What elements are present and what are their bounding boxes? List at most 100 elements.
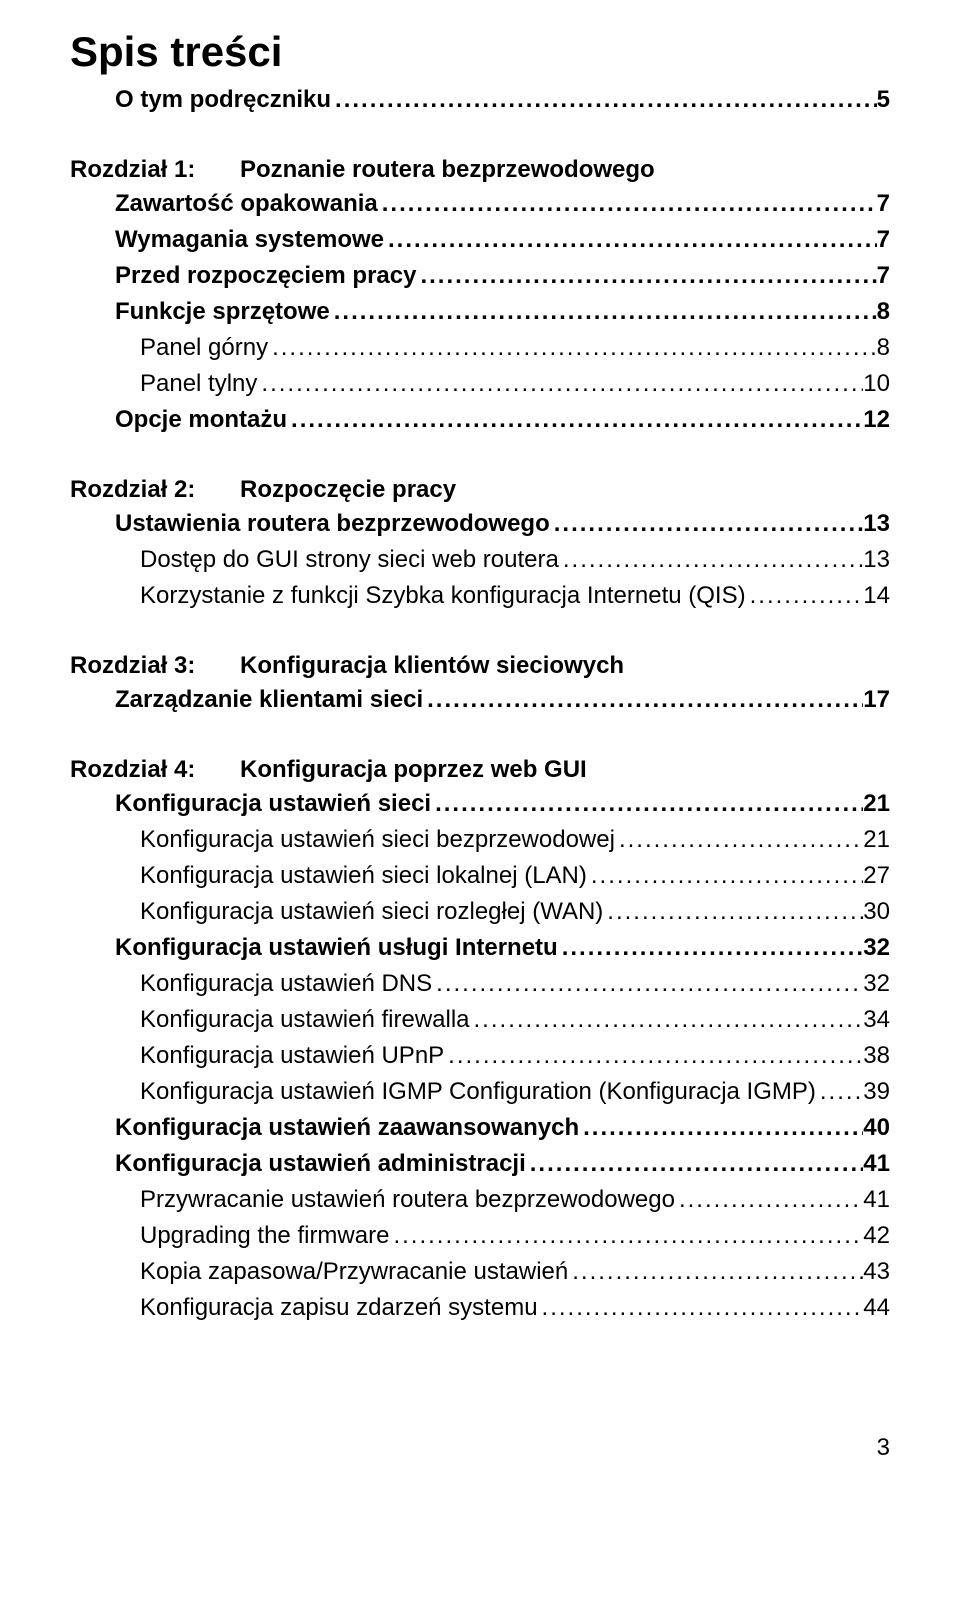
toc-entry: Konfiguracja zapisu zdarzeń systemu 44 bbox=[70, 1290, 890, 1326]
toc-entry: Zawartość opakowania 7 bbox=[70, 186, 890, 222]
toc-entry: Funkcje sprzętowe 8 bbox=[70, 294, 890, 330]
toc-entry-label: Konfiguracja ustawień sieci bezprzewodow… bbox=[140, 822, 615, 858]
leader-dots bbox=[587, 858, 863, 894]
leader-dots bbox=[257, 366, 863, 402]
toc-chapter-title: Poznanie routera bezprzewodowego bbox=[240, 156, 655, 184]
toc-entry: Wymagania systemowe 7 bbox=[70, 222, 890, 258]
leader-dots bbox=[579, 1110, 863, 1146]
toc-entry-page: 21 bbox=[863, 822, 890, 858]
toc-entry: Konfiguracja ustawień sieci rozległej (W… bbox=[70, 894, 890, 930]
toc-entry: Dostęp do GUI strony sieci web routera 1… bbox=[70, 542, 890, 578]
toc-entry: Konfiguracja ustawień administracji 41 bbox=[70, 1146, 890, 1182]
toc-entry-page: 41 bbox=[863, 1182, 890, 1218]
toc-entry-label: Panel tylny bbox=[140, 366, 257, 402]
toc-entry-page: 30 bbox=[863, 894, 890, 930]
toc-entry-label: Korzystanie z funkcji Szybka konfiguracj… bbox=[140, 578, 746, 614]
leader-dots bbox=[559, 542, 863, 578]
toc-chapter-header: Rozdział 2:Rozpoczęcie pracy bbox=[70, 476, 890, 504]
toc-entry-page: 8 bbox=[877, 294, 890, 330]
toc-entry: Przed rozpoczęciem pracy 7 bbox=[70, 258, 890, 294]
toc-entry: Zarządzanie klientami sieci 17 bbox=[70, 682, 890, 718]
toc-entry-page: 21 bbox=[863, 786, 890, 822]
leader-dots bbox=[550, 506, 864, 542]
toc-entry-page: 43 bbox=[863, 1254, 890, 1290]
toc-chapter-label: Rozdział 1: bbox=[70, 156, 240, 184]
leader-dots bbox=[444, 1038, 863, 1074]
toc-entry-label: Konfiguracja ustawień sieci rozległej (W… bbox=[140, 894, 603, 930]
toc-entry-page: 17 bbox=[863, 682, 890, 718]
leader-dots bbox=[675, 1182, 863, 1218]
page-title: Spis treści bbox=[70, 28, 890, 76]
leader-dots bbox=[568, 1254, 863, 1290]
toc-chapter-title: Konfiguracja klientów sieciowych bbox=[240, 652, 624, 680]
toc-about-row: O tym podręczniku 5 bbox=[70, 82, 890, 118]
toc-entry-label: Konfiguracja ustawień IGMP Configuration… bbox=[140, 1074, 816, 1110]
toc-entry-page: 41 bbox=[863, 1146, 890, 1182]
toc-chapter-title: Konfiguracja poprzez web GUI bbox=[240, 756, 587, 784]
toc-entry-label: Panel górny bbox=[140, 330, 268, 366]
toc-entry: Konfiguracja ustawień zaawansowanych 40 bbox=[70, 1110, 890, 1146]
toc-entry-page: 13 bbox=[863, 542, 890, 578]
leader-dots bbox=[746, 578, 864, 614]
leader-dots bbox=[558, 930, 864, 966]
toc-entry-label: Dostęp do GUI strony sieci web routera bbox=[140, 542, 559, 578]
toc-entry: Panel tylny 10 bbox=[70, 366, 890, 402]
toc-entry-page: 7 bbox=[877, 222, 890, 258]
toc-chapter-header: Rozdział 1:Poznanie routera bezprzewodow… bbox=[70, 156, 890, 184]
toc-entry: Konfiguracja ustawień IGMP Configuration… bbox=[70, 1074, 890, 1110]
toc-entry-label: Przywracanie ustawień routera bezprzewod… bbox=[140, 1182, 675, 1218]
toc-entry-label: Konfiguracja zapisu zdarzeń systemu bbox=[140, 1290, 538, 1326]
toc-entry-label: Konfiguracja ustawień firewalla bbox=[140, 1002, 470, 1038]
toc-entry-label: Kopia zapasowa/Przywracanie ustawień bbox=[140, 1254, 568, 1290]
leader-dots bbox=[378, 186, 877, 222]
toc-entry-page: 44 bbox=[863, 1290, 890, 1326]
toc-entry-label: Przed rozpoczęciem pracy bbox=[115, 258, 416, 294]
toc-entry: Konfiguracja ustawień sieci lokalnej (LA… bbox=[70, 858, 890, 894]
toc-entry: Korzystanie z funkcji Szybka konfiguracj… bbox=[70, 578, 890, 614]
toc-entry: Konfiguracja ustawień usługi Internetu 3… bbox=[70, 930, 890, 966]
toc-entry: Panel górny 8 bbox=[70, 330, 890, 366]
toc-entry-page: 40 bbox=[863, 1110, 890, 1146]
toc-entry-label: Konfiguracja ustawień zaawansowanych bbox=[115, 1110, 579, 1146]
toc-entry: Ustawienia routera bezprzewodowego 13 bbox=[70, 506, 890, 542]
leader-dots bbox=[432, 966, 863, 1002]
toc-entry-label: Opcje montażu bbox=[115, 402, 287, 438]
leader-dots bbox=[470, 1002, 864, 1038]
toc-entry-page: 32 bbox=[863, 966, 890, 1002]
toc-entry-page: 38 bbox=[863, 1038, 890, 1074]
toc-chapter-label: Rozdział 3: bbox=[70, 652, 240, 680]
leader-dots bbox=[423, 682, 863, 718]
toc-entry: Konfiguracja ustawień UPnP 38 bbox=[70, 1038, 890, 1074]
leader-dots bbox=[526, 1146, 864, 1182]
toc-entry-page: 42 bbox=[863, 1218, 890, 1254]
leader-dots bbox=[816, 1074, 863, 1110]
leader-dots bbox=[331, 82, 877, 118]
toc-entry: Upgrading the firmware 42 bbox=[70, 1218, 890, 1254]
toc-entry-page: 32 bbox=[863, 930, 890, 966]
toc-entry-page: 10 bbox=[863, 366, 890, 402]
toc-entry: Konfiguracja ustawień sieci 21 bbox=[70, 786, 890, 822]
toc-entry-label: Zawartość opakowania bbox=[115, 186, 378, 222]
toc-entry-label: Ustawienia routera bezprzewodowego bbox=[115, 506, 550, 542]
toc-entry-page: 27 bbox=[863, 858, 890, 894]
leader-dots bbox=[389, 1218, 863, 1254]
toc-entry-label: Wymagania systemowe bbox=[115, 222, 384, 258]
toc-entry-label: Zarządzanie klientami sieci bbox=[115, 682, 423, 718]
leader-dots bbox=[384, 222, 877, 258]
leader-dots bbox=[287, 402, 863, 438]
toc-entry: Przywracanie ustawień routera bezprzewod… bbox=[70, 1182, 890, 1218]
leader-dots bbox=[538, 1290, 864, 1326]
toc-entry-page: 14 bbox=[863, 578, 890, 614]
toc-entry-label: Konfiguracja ustawień sieci bbox=[115, 786, 431, 822]
leader-dots bbox=[431, 786, 863, 822]
toc-chapters-container: Rozdział 1:Poznanie routera bezprzewodow… bbox=[70, 156, 890, 1344]
toc-chapter-header: Rozdział 3:Konfiguracja klientów sieciow… bbox=[70, 652, 890, 680]
toc-chapter-label: Rozdział 4: bbox=[70, 756, 240, 784]
toc-entry-label: Upgrading the firmware bbox=[140, 1218, 389, 1254]
leader-dots bbox=[615, 822, 863, 858]
toc-entry: Opcje montażu 12 bbox=[70, 402, 890, 438]
toc-entry-label: Konfiguracja ustawień usługi Internetu bbox=[115, 930, 558, 966]
toc-entry-page: 34 bbox=[863, 1002, 890, 1038]
toc-chapter-title: Rozpoczęcie pracy bbox=[240, 476, 456, 504]
leader-dots bbox=[268, 330, 877, 366]
